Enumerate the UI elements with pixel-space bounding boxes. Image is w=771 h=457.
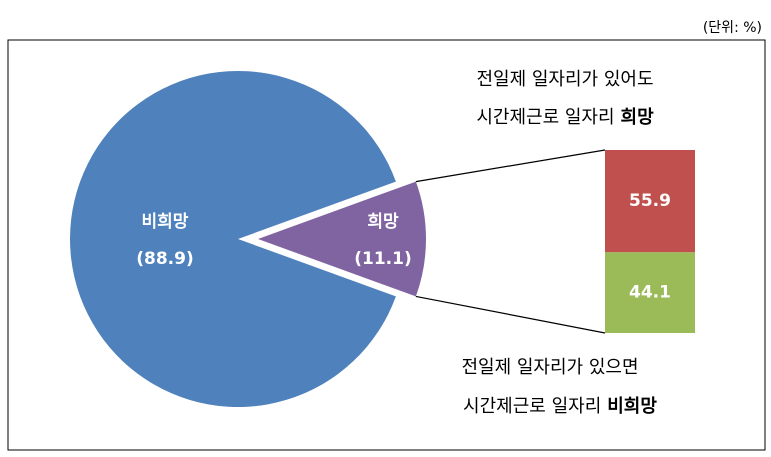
slice-label: 희망 bbox=[367, 212, 399, 232]
bottom-note-line1: 전일제 일자리가 있으면 bbox=[461, 357, 638, 378]
frame bbox=[7, 39, 766, 451]
top-note-line1: 전일제 일자리가 있어도 bbox=[476, 69, 653, 90]
note-text: 시간제근로 일자리 bbox=[476, 107, 614, 128]
bar-segment bbox=[605, 252, 695, 333]
bottom-note-line2: 시간제근로 일자리 비희망 bbox=[463, 396, 657, 417]
connector bbox=[415, 149, 606, 183]
bar-label: 55.9 bbox=[629, 191, 671, 211]
connector bbox=[415, 295, 606, 334]
bar-segment bbox=[605, 150, 695, 253]
note-text: 시간제근로 일자리 bbox=[463, 396, 601, 417]
bar-label: 44.1 bbox=[629, 283, 671, 303]
unit-label: (단위: %) bbox=[703, 20, 762, 36]
pie-slice bbox=[70, 71, 396, 408]
slice-value: (11.1) bbox=[354, 249, 411, 269]
slice-label: 비희망 bbox=[142, 212, 189, 232]
pie-slice bbox=[258, 181, 426, 297]
note-emphasis: 비희망 bbox=[607, 396, 657, 417]
top-note-line2: 시간제근로 일자리 희망 bbox=[476, 107, 654, 128]
note-emphasis: 희망 bbox=[621, 107, 655, 128]
slice-value: (88.9) bbox=[136, 249, 193, 269]
